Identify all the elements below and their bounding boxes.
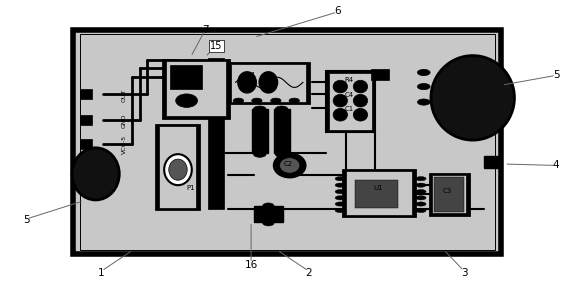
Ellipse shape <box>335 208 346 213</box>
Text: C4: C4 <box>344 92 354 98</box>
Text: VCC-5: VCC-5 <box>122 135 127 154</box>
Bar <box>429 174 469 215</box>
Ellipse shape <box>263 220 274 226</box>
Ellipse shape <box>280 158 299 173</box>
Bar <box>326 71 375 132</box>
Bar <box>166 61 226 116</box>
Ellipse shape <box>164 154 192 185</box>
Bar <box>80 89 92 99</box>
Ellipse shape <box>238 72 256 93</box>
Ellipse shape <box>431 55 515 140</box>
Ellipse shape <box>175 94 197 108</box>
Text: 1: 1 <box>98 268 105 278</box>
Ellipse shape <box>263 203 274 209</box>
Bar <box>208 58 224 209</box>
Bar <box>231 64 306 102</box>
Bar <box>343 170 415 216</box>
Ellipse shape <box>233 98 243 103</box>
Bar <box>170 65 202 89</box>
Bar <box>329 72 372 130</box>
Ellipse shape <box>275 151 288 157</box>
Text: R4: R4 <box>344 76 354 83</box>
Text: 2: 2 <box>305 268 312 278</box>
Text: C1: C1 <box>344 106 354 112</box>
Ellipse shape <box>333 94 347 107</box>
Bar <box>156 125 199 209</box>
Text: 6: 6 <box>334 6 341 16</box>
Text: OUT: OUT <box>122 88 127 102</box>
Ellipse shape <box>252 98 262 103</box>
Text: 5: 5 <box>553 70 560 80</box>
Ellipse shape <box>333 80 347 93</box>
Text: 4: 4 <box>553 160 560 170</box>
Bar <box>432 175 466 213</box>
Ellipse shape <box>353 80 368 93</box>
Ellipse shape <box>415 196 426 200</box>
Ellipse shape <box>253 151 266 157</box>
Ellipse shape <box>415 190 426 194</box>
Bar <box>80 35 494 250</box>
Text: C2: C2 <box>284 161 293 167</box>
Text: R3: R3 <box>258 126 267 132</box>
Ellipse shape <box>335 190 346 194</box>
Text: P1: P1 <box>186 185 195 191</box>
Ellipse shape <box>417 69 430 76</box>
Bar <box>252 109 268 153</box>
Text: 7: 7 <box>202 25 208 35</box>
Ellipse shape <box>259 72 278 93</box>
Ellipse shape <box>353 108 368 121</box>
Bar <box>484 156 500 168</box>
Ellipse shape <box>415 183 426 187</box>
Bar <box>163 60 229 117</box>
Text: R1: R1 <box>278 126 287 132</box>
Bar <box>80 139 92 149</box>
Ellipse shape <box>333 108 347 121</box>
Ellipse shape <box>417 83 430 90</box>
Ellipse shape <box>72 148 119 200</box>
Bar <box>434 177 464 212</box>
Bar <box>159 126 196 208</box>
Ellipse shape <box>289 98 299 103</box>
Bar <box>355 179 398 208</box>
Text: R2: R2 <box>261 207 270 213</box>
Text: 3: 3 <box>461 268 467 278</box>
Text: C3: C3 <box>442 188 451 194</box>
Ellipse shape <box>353 94 368 107</box>
Ellipse shape <box>169 159 187 180</box>
Ellipse shape <box>274 153 305 177</box>
Ellipse shape <box>415 208 426 213</box>
Ellipse shape <box>275 106 288 112</box>
Bar <box>254 206 283 222</box>
Ellipse shape <box>415 202 426 206</box>
Text: 5: 5 <box>23 215 30 225</box>
Text: U1: U1 <box>373 185 383 191</box>
Ellipse shape <box>335 177 346 181</box>
Ellipse shape <box>417 99 430 105</box>
Ellipse shape <box>335 183 346 187</box>
Bar <box>274 109 290 153</box>
Text: 15: 15 <box>211 42 223 52</box>
Bar <box>73 30 501 254</box>
Ellipse shape <box>415 177 426 181</box>
Ellipse shape <box>335 196 346 200</box>
Text: GND: GND <box>122 113 127 128</box>
Bar <box>228 63 309 104</box>
Ellipse shape <box>253 106 266 112</box>
Bar <box>80 115 92 125</box>
Text: D1: D1 <box>246 72 256 78</box>
Text: 15: 15 <box>211 41 223 51</box>
Bar <box>371 69 389 80</box>
Ellipse shape <box>335 202 346 206</box>
Text: 16: 16 <box>245 260 258 270</box>
Bar <box>346 171 412 215</box>
Ellipse shape <box>271 98 281 103</box>
